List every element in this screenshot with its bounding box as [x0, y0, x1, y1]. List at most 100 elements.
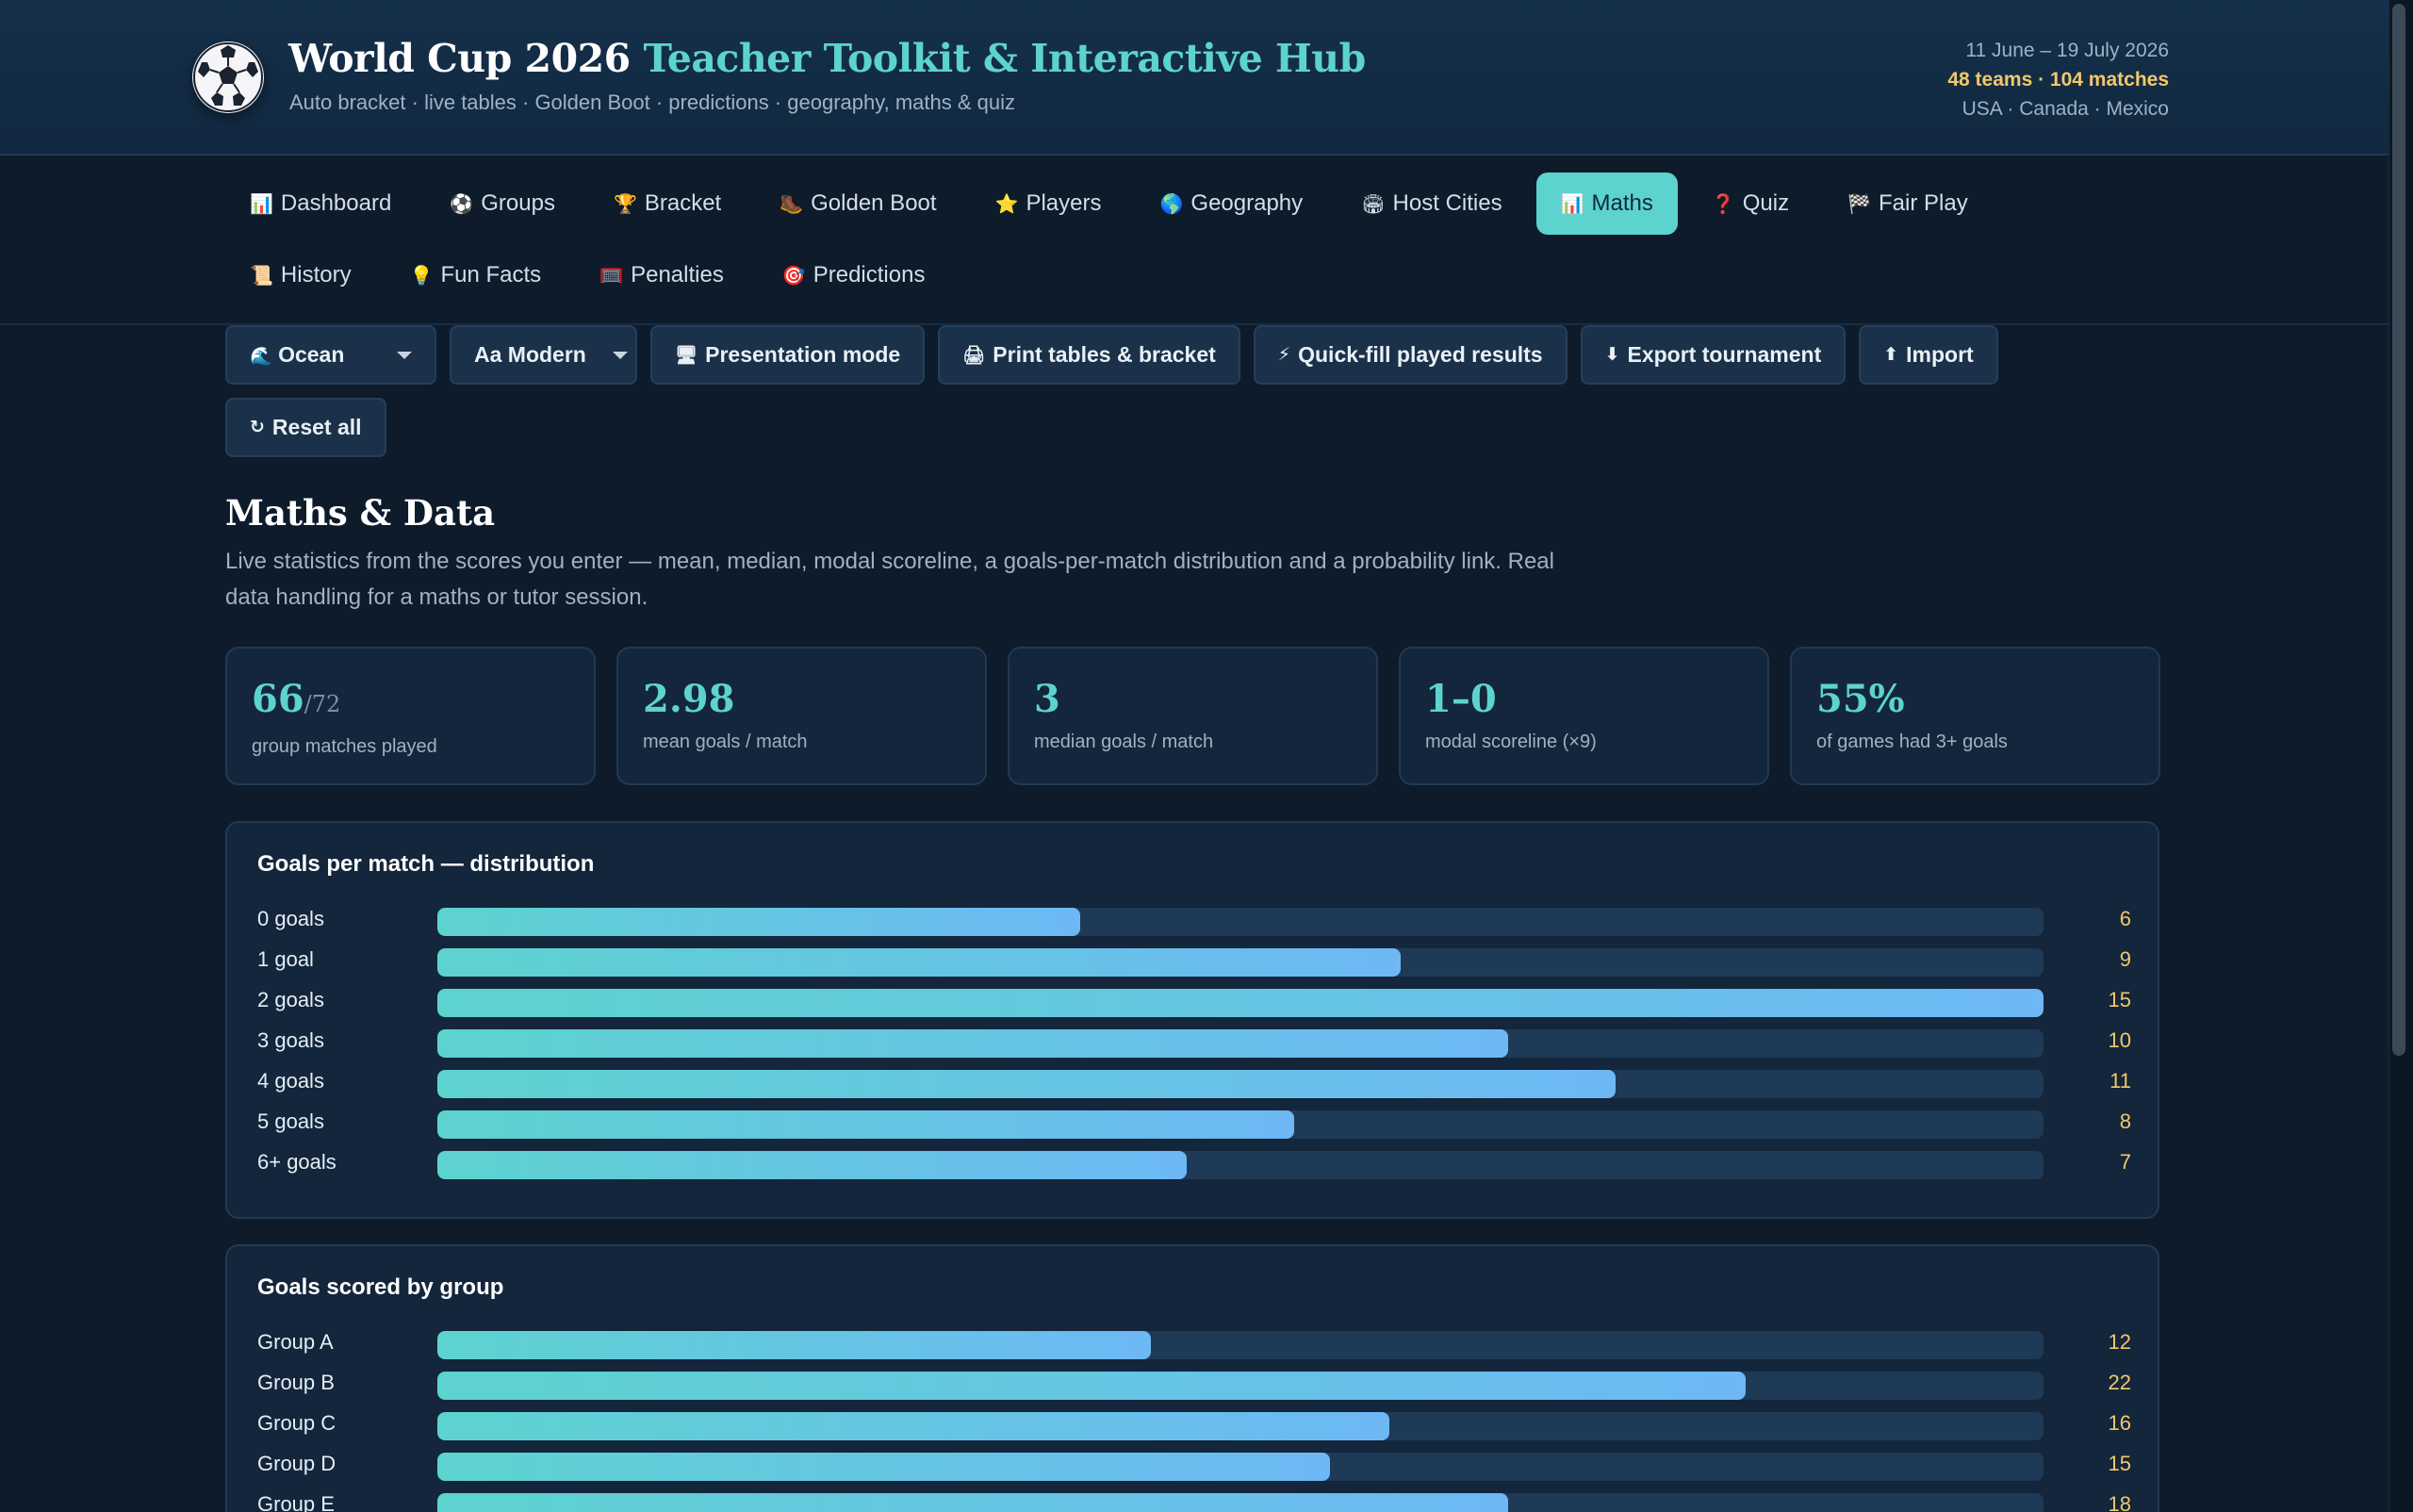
bar-row: 3 goals 10 [257, 1024, 2131, 1064]
bar-row: Group C 16 [257, 1406, 2131, 1447]
bar-row: 4 goals 11 [257, 1064, 2131, 1105]
bar-label: 3 goals [257, 1028, 324, 1052]
stat-median: 3 median goals / match [1008, 647, 1378, 785]
bar-row: Group B 22 [257, 1366, 2131, 1406]
page-description: Live statistics from the scores you ente… [225, 549, 1554, 610]
stat-value-number: 55% [1816, 677, 1905, 721]
bar-track [437, 908, 2044, 936]
tab-geography[interactable]: 🌎 Geography [1136, 173, 1328, 235]
bar-track [437, 948, 2044, 977]
tab-label: Fun Facts [440, 262, 542, 288]
bar-label: 1 goal [257, 947, 314, 971]
stat-modal: 1–0 modal scoreline (×9) [1399, 647, 1769, 785]
tab-groups[interactable]: ⚽ Groups [425, 173, 580, 235]
bar-label: Group E [257, 1492, 335, 1512]
bar-label: Group C [257, 1411, 337, 1435]
bar-track [437, 1070, 2044, 1098]
bar-track [437, 1331, 2044, 1359]
tab-label: Predictions [813, 262, 926, 288]
nav-row: 📜 History 💡 Fun Facts 🥅 Penalties 🎯 Predictions [225, 244, 2110, 306]
bar-label: Group A [257, 1330, 334, 1354]
presentation-mode-label: Presentation mode [705, 342, 901, 367]
bar-track [437, 1412, 2044, 1440]
stat-value-number: 3 [1034, 677, 1060, 721]
stat-value-number: 66 [252, 677, 304, 721]
bar-row: 6+ goals 7 [257, 1145, 2131, 1186]
bar-fill [437, 1453, 1330, 1481]
tab-bracket[interactable]: 🏆 Bracket [589, 173, 746, 235]
bar-value: 18 [2108, 1492, 2131, 1512]
bar-label: Group B [257, 1371, 335, 1394]
print-button[interactable]: 🖨 Print tables & bracket [938, 325, 1240, 385]
bar-value: 8 [2119, 1109, 2131, 1133]
quick-fill-button[interactable]: ⚡ Quick-fill played results [1253, 325, 1568, 385]
bar-value: 11 [2109, 1069, 2131, 1093]
tab-fair-play[interactable]: 🏁 Fair Play [1823, 173, 1993, 235]
stat-label: modal scoreline (×9) [1425, 731, 1597, 752]
bar-track [437, 1029, 2044, 1058]
stat-label: median goals / match [1034, 731, 1214, 752]
bar-fill [437, 948, 1402, 977]
export-button[interactable]: ⬇ Export tournament [1580, 325, 1847, 385]
stat-cards: 66/72 group matches played 2.98 mean goals … [225, 647, 2181, 785]
print-label: Print tables & bracket [993, 342, 1216, 367]
bar-label: 0 goals [257, 907, 324, 930]
stat-value: 1–0 [1425, 679, 1743, 720]
app-title: World Cup 2026 Teacher Toolkit & Interac… [288, 36, 1366, 81]
bar-fill [437, 1412, 1389, 1440]
tab-dashboard[interactable]: 📊 Dashboard [225, 173, 416, 235]
tab-label: Golden Boot [811, 190, 937, 216]
bar-track [437, 1151, 2044, 1179]
tab-players[interactable]: ⭐ Players [971, 173, 1126, 235]
players-icon: ⭐ [994, 193, 1019, 215]
tab-host-cities[interactable]: 🏟 Host Cities [1337, 173, 1526, 235]
chevron-down-icon [397, 351, 412, 359]
export-label: Export tournament [1627, 342, 1822, 367]
bar-fill [437, 1110, 1294, 1139]
bar-value: 15 [2108, 1452, 2131, 1475]
host-cities-icon: 🏟 [1361, 193, 1386, 215]
bar-row: Group A 12 [257, 1325, 2131, 1366]
tournament-hosts: USA · Canada · Mexico [1962, 98, 2169, 120]
tab-fun-facts[interactable]: 💡 Fun Facts [386, 244, 566, 306]
theme-select[interactable]: 🌊 Ocean [225, 325, 436, 385]
tab-history[interactable]: 📜 History [225, 244, 376, 306]
groups-icon: ⚽ [450, 193, 474, 215]
quiz-icon: ❓ [1711, 193, 1735, 215]
tab-penalties[interactable]: 🥅 Penalties [575, 244, 748, 306]
stat-label: of games had 3+ goals [1816, 731, 2008, 752]
chart-title: Goals per match — distribution [257, 851, 595, 877]
stat-value: 3 [1034, 679, 1352, 720]
main-nav: 📊 Dashboard ⚽ Groups 🏆 Bracket 🥾 Golden Boot ⭐ Pl… [225, 173, 2110, 316]
tab-maths[interactable]: 📊 Maths [1535, 173, 1678, 235]
tab-predictions[interactable]: 🎯 Predictions [758, 244, 950, 306]
fun-facts-icon: 💡 [409, 265, 434, 287]
stat-matches-played: 66/72 group matches played [225, 647, 596, 785]
bar-fill [437, 1331, 1152, 1359]
app-title-main: World Cup 2026 [288, 36, 631, 81]
stat-value: 2.98 [643, 679, 960, 720]
bar-track [437, 1372, 2044, 1400]
bar-row: 5 goals 8 [257, 1105, 2131, 1145]
stat-label: mean goals / match [643, 731, 808, 752]
app-title-accent: Teacher Toolkit & Interactive Hub [643, 36, 1366, 81]
tab-label: History [280, 262, 352, 288]
bar-value: 22 [2108, 1371, 2131, 1394]
tab-quiz[interactable]: ❓ Quiz [1687, 173, 1814, 235]
tab-label: Quiz [1742, 190, 1790, 216]
presentation-mode-button[interactable]: 🖥 Presentation mode [650, 325, 926, 385]
stat-three-plus: 55% of games had 3+ goals [1790, 647, 2160, 785]
predictions-icon: 🎯 [781, 265, 806, 287]
history-icon: 📜 [250, 265, 273, 287]
bar-fill [437, 1029, 1508, 1058]
reset-all-button[interactable]: ↻ Reset all [225, 398, 386, 457]
stat-mean: 2.98 mean goals / match [616, 647, 987, 785]
bar-fill [437, 1070, 1616, 1098]
scrollbar-thumb[interactable] [2392, 4, 2405, 1056]
stat-value-number: 2.98 [643, 677, 735, 721]
tab-golden-boot[interactable]: 🥾 Golden Boot [755, 173, 960, 235]
reset-all-label: Reset all [271, 415, 362, 439]
import-button[interactable]: ⬆ Import [1859, 325, 1998, 385]
font-select[interactable]: Aa Modern [450, 325, 637, 385]
goals-distribution-chart: 0 goals 6 1 goal 9 2 goals 15 3 goals 10 4 goals… [257, 902, 2131, 1186]
